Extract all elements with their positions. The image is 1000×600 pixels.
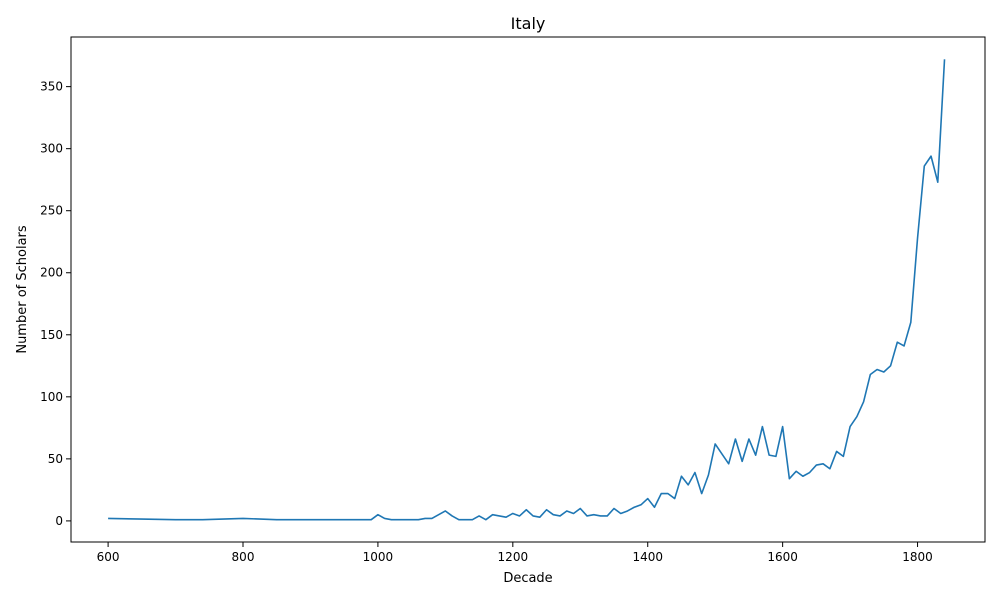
x-tick-label: 1000 bbox=[363, 550, 394, 564]
y-tick-label: 100 bbox=[40, 390, 63, 404]
plot-area bbox=[108, 59, 946, 521]
x-axis: 600 800 1000 1200 1400 1600 1800 bbox=[97, 542, 933, 564]
y-tick-label: 250 bbox=[40, 204, 63, 218]
y-axis: 0 50 100 150 200 250 300 350 bbox=[40, 80, 71, 528]
y-tick-label: 200 bbox=[40, 266, 63, 280]
x-tick-label: 1600 bbox=[767, 550, 798, 564]
y-tick-label: 0 bbox=[55, 514, 63, 528]
y-tick-label: 50 bbox=[48, 452, 63, 466]
y-tick-label: 300 bbox=[40, 142, 63, 156]
x-tick-label: 600 bbox=[97, 550, 120, 564]
chart-title: Italy bbox=[511, 14, 546, 33]
plot-frame bbox=[70, 36, 986, 543]
x-tick-label: 1200 bbox=[498, 550, 529, 564]
x-tick-label: 800 bbox=[232, 550, 255, 564]
y-tick-label: 350 bbox=[40, 80, 63, 94]
x-axis-label: Decade bbox=[503, 571, 552, 586]
x-tick-label: 1400 bbox=[632, 550, 663, 564]
y-axis-label: Number of Scholars bbox=[15, 225, 30, 354]
x-tick-label: 1800 bbox=[902, 550, 933, 564]
y-tick-label: 150 bbox=[40, 328, 63, 342]
series-line-0 bbox=[108, 59, 946, 521]
